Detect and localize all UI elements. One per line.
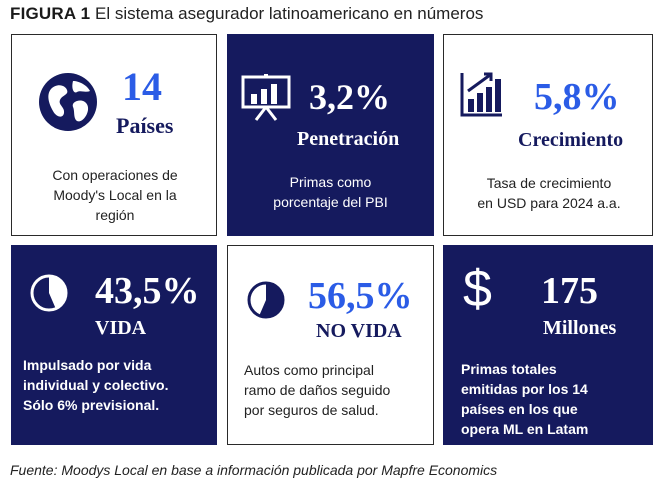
card-paises: 14 Países Con operaciones de Moody's Loc… xyxy=(11,34,217,236)
card-description: Primas como porcentaje del PBI xyxy=(273,174,388,210)
card-value: 56,5% xyxy=(308,275,413,317)
bar-chart-growth-icon xyxy=(460,72,502,117)
card-value: 3,2% xyxy=(309,77,390,117)
card-label: VIDA xyxy=(95,317,147,339)
card-label: Millones xyxy=(543,317,617,339)
card-value: 43,5% xyxy=(95,270,200,312)
figure-title-text: El sistema asegurador latinoamericano en… xyxy=(95,4,484,23)
presentation-chart-icon xyxy=(241,74,291,121)
card-label: Crecimiento xyxy=(518,129,624,151)
card-value: 14 xyxy=(122,64,162,109)
card-label: Penetración xyxy=(297,128,400,150)
card-vida: 43,5% VIDA Impulsado por vida individual… xyxy=(11,245,217,445)
card-no-vida: 56,5% NO VIDA Autos como principal ramo … xyxy=(227,245,434,445)
card-value: 175 xyxy=(541,270,598,312)
card-value: 5,8% xyxy=(534,76,620,118)
figure-title: FIGURA 1 El sistema asegurador latinoame… xyxy=(10,4,483,24)
card-crecimiento: 5,8% Crecimiento Tasa de crecimiento en … xyxy=(443,34,653,236)
card-label: NO VIDA xyxy=(316,320,402,342)
card-penetracion: 3,2% Penetración Primas como porcentaje … xyxy=(227,34,434,236)
globe-icon xyxy=(39,73,97,131)
card-primas: $ 175 Millones Primas totales emitidas p… xyxy=(443,245,653,445)
figure-label: FIGURA 1 xyxy=(10,4,91,23)
source-note: Fuente: Moodys Local en base a informaci… xyxy=(10,462,498,478)
card-description: Con operaciones de Moody's Local en la r… xyxy=(52,167,178,223)
card-description: Impulsado por vida individual y colectiv… xyxy=(23,357,169,413)
pie-icon xyxy=(247,281,285,319)
card-description: Tasa de crecimiento en USD para 2024 a.a… xyxy=(477,175,621,211)
card-label: Países xyxy=(116,113,174,138)
dollar-icon: $ xyxy=(463,260,492,318)
card-description: Autos como principal ramo de daños segui… xyxy=(244,362,391,418)
card-description: Primas totales emitidas por los 14 paíse… xyxy=(461,361,589,437)
pie-icon xyxy=(30,274,68,312)
